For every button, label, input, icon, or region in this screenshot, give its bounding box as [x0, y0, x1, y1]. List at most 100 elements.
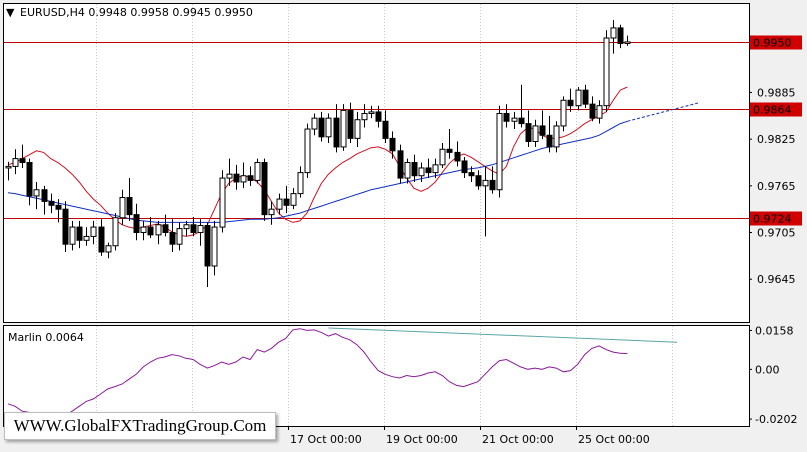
- candle: [233, 164, 240, 190]
- candle-body: [546, 134, 553, 148]
- candle: [55, 199, 62, 223]
- candle: [546, 115, 553, 153]
- candle: [83, 227, 90, 246]
- candle: [468, 166, 475, 182]
- candle: [12, 149, 19, 175]
- candle: [567, 88, 574, 112]
- candle-body: [567, 99, 574, 107]
- candle-body: [290, 193, 297, 206]
- candle: [624, 35, 631, 46]
- candle: [112, 213, 119, 251]
- candle: [76, 220, 83, 249]
- candle: [617, 24, 624, 49]
- watermark-banner: WWW.GlobalFXTradingGroup.Com: [4, 412, 276, 440]
- candle: [525, 110, 532, 147]
- candle: [190, 216, 197, 237]
- candle-body: [254, 162, 261, 181]
- candle-body: [624, 41, 631, 44]
- candle: [361, 104, 368, 128]
- candle: [283, 185, 290, 214]
- candle: [176, 222, 183, 251]
- candle-body: [176, 228, 183, 245]
- candle-body: [418, 167, 425, 177]
- candle: [197, 219, 204, 246]
- candle-body: [432, 164, 439, 174]
- candle-body: [261, 162, 268, 216]
- ma-blue-line: [7, 120, 628, 223]
- candle-body: [297, 172, 304, 195]
- indicator-trend-line: [328, 327, 678, 343]
- candle: [596, 100, 603, 124]
- candle-body: [119, 197, 126, 219]
- level-price-labels: 0.9950 0.9864 0.9724: [750, 35, 802, 226]
- candle: [489, 166, 496, 194]
- candle: [62, 201, 69, 252]
- collapse-arrow-icon[interactable]: ▼: [6, 6, 15, 19]
- candle-body: [404, 162, 411, 179]
- candle-body: [589, 103, 596, 119]
- ma-red-line: [7, 86, 628, 237]
- candle: [69, 220, 76, 251]
- candle-body: [33, 189, 40, 197]
- candle: [41, 185, 48, 215]
- candle-body: [475, 175, 482, 187]
- candle: [268, 201, 275, 225]
- candle: [98, 219, 105, 256]
- level-label: 0.9950: [753, 37, 792, 50]
- candle-body: [211, 226, 218, 267]
- candle-body: [511, 117, 518, 122]
- x-tick-label: 19 Oct 00:00: [386, 433, 458, 446]
- candle: [439, 143, 446, 168]
- candle: [496, 105, 503, 198]
- candle-body: [482, 179, 489, 187]
- candle: [26, 158, 33, 206]
- candle-body: [389, 137, 396, 152]
- candle: [560, 96, 567, 132]
- candle: [418, 162, 425, 182]
- candle: [397, 144, 404, 184]
- candle-body: [311, 117, 318, 130]
- candle-body: [368, 111, 375, 114]
- x-tick-label: 25 Oct 00:00: [578, 433, 650, 446]
- candle: [333, 104, 340, 153]
- candle-body: [560, 99, 567, 127]
- level-label: 0.9864: [753, 104, 792, 117]
- candle: [105, 242, 112, 259]
- candle-body: [140, 226, 147, 234]
- candle-body: [304, 128, 311, 174]
- candle-body: [126, 197, 133, 216]
- candle: [347, 102, 354, 144]
- symbol-header: EURUSD,H4 0.9948 0.9958 0.9945 0.9950: [20, 6, 253, 19]
- level-label: 0.9724: [753, 213, 792, 226]
- candle: [575, 87, 582, 111]
- candle: [211, 220, 218, 276]
- time-axis: 17 Oct 00:00 19 Oct 00:00 21 Oct 00:00 25 O…: [288, 426, 650, 446]
- y-tick-label: 0.0158: [755, 324, 794, 337]
- indicator-plot-area: [3, 325, 750, 427]
- indicator-header: Marlin 0.0064: [8, 331, 84, 344]
- candle-body: [361, 112, 368, 121]
- marlin-oscillator-line: [7, 328, 628, 420]
- candle: [304, 123, 311, 179]
- candle-body: [375, 111, 382, 122]
- ma-blue-projection: [627, 102, 700, 122]
- candle: [553, 121, 560, 153]
- candle: [155, 220, 162, 245]
- red-moving-average: [7, 86, 628, 237]
- candle-body: [76, 226, 83, 241]
- candle-body: [553, 125, 560, 148]
- candle: [539, 110, 546, 140]
- candle: [297, 166, 304, 198]
- candle-body: [539, 125, 546, 136]
- indicator-axis: 0.0158 0.00 -0.0202: [749, 324, 797, 426]
- candle-body: [518, 117, 525, 125]
- candle: [325, 113, 332, 144]
- candle-body: [12, 158, 19, 167]
- candle-body: [155, 224, 162, 236]
- level-label-bg: [750, 102, 802, 117]
- candle-body: [382, 120, 389, 139]
- candle: [247, 166, 254, 186]
- candle-body: [439, 148, 446, 166]
- candle: [454, 141, 461, 167]
- candle-body: [276, 198, 283, 210]
